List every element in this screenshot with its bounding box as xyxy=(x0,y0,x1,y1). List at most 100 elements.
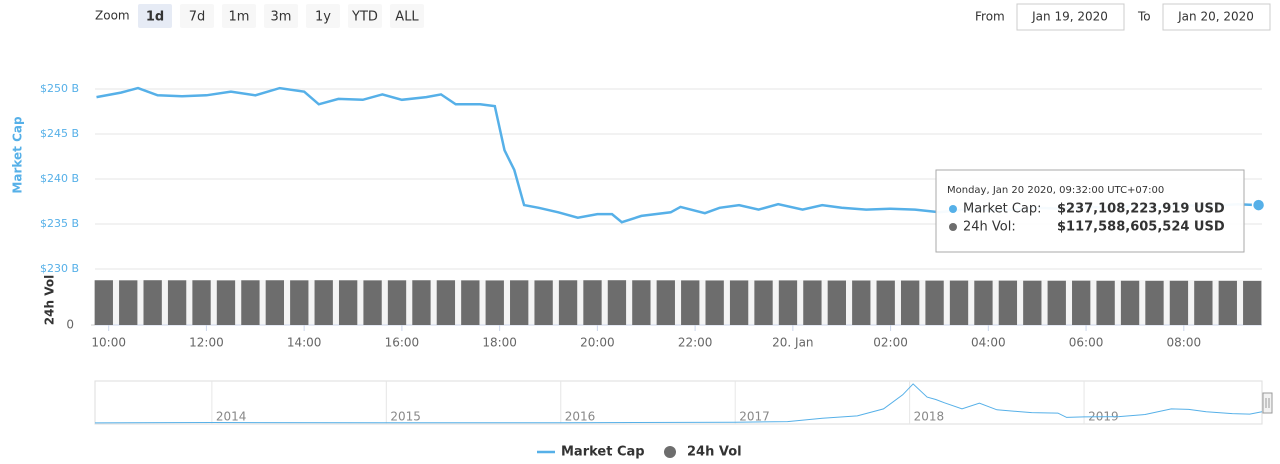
zoom-button-label[interactable]: 1m xyxy=(229,10,250,25)
volume-bar xyxy=(656,280,675,325)
y-tick-label: $230 B xyxy=(40,262,79,275)
volume-bar xyxy=(998,280,1018,325)
zoom-button[interactable] xyxy=(222,4,256,28)
volume-bar xyxy=(1169,280,1189,325)
y-tick-label: $250 B xyxy=(40,82,79,95)
to-value[interactable]: Jan 20, 2020 xyxy=(1177,10,1254,24)
legend-label[interactable]: Market Cap xyxy=(561,445,645,460)
zoom-button-label[interactable]: 3m xyxy=(271,10,292,25)
x-tick-label: 20:00 xyxy=(580,336,615,350)
y-tick-label: $235 B xyxy=(40,217,79,230)
x-tick-label: 04:00 xyxy=(971,336,1006,350)
tooltip-item-value: $117,588,605,524 USD xyxy=(1057,220,1225,235)
volume-bar xyxy=(778,280,798,325)
volume-bar xyxy=(290,280,309,325)
y-tick-label: $245 B xyxy=(40,127,79,140)
volume-bar xyxy=(827,280,846,325)
volume-bar xyxy=(119,280,138,325)
zoom-button[interactable] xyxy=(390,4,424,28)
volume-bar xyxy=(1145,280,1164,325)
volume-bar xyxy=(436,280,456,325)
volume-bar xyxy=(1243,280,1262,325)
navigator-tick-label: 2018 xyxy=(914,410,945,424)
volume-bar xyxy=(1023,280,1042,325)
from-input[interactable] xyxy=(1016,3,1125,31)
x-tick-label: 10:00 xyxy=(91,336,126,350)
volume-bar xyxy=(412,280,431,325)
volume-bar xyxy=(241,280,260,325)
volume-bar xyxy=(925,280,944,325)
volume-bar xyxy=(485,280,504,325)
volume-bar xyxy=(949,280,969,325)
zoom-button-label[interactable]: YTD xyxy=(351,10,378,25)
legend-label[interactable]: 24h Vol xyxy=(687,445,742,460)
zoom-button-label[interactable]: 1y xyxy=(315,10,331,25)
x-tick-label: 12:00 xyxy=(189,336,224,350)
y2-tick-label: 0 xyxy=(66,318,74,332)
zoom-button-label[interactable]: ALL xyxy=(395,10,419,25)
x-tick-label: 14:00 xyxy=(287,336,322,350)
volume-bar xyxy=(632,280,651,325)
x-tick-label: 08:00 xyxy=(1167,336,1202,350)
volume-bar xyxy=(754,280,773,325)
volume-pane xyxy=(95,280,1262,325)
navigator-line xyxy=(94,383,1263,424)
y2-axis-title: 24h Vol xyxy=(43,275,57,325)
volume-bar xyxy=(94,280,113,325)
volume-bar xyxy=(705,280,724,325)
x-tick-label: 18:00 xyxy=(482,336,517,350)
volume-bar xyxy=(216,280,236,325)
tooltip-box xyxy=(935,169,1245,253)
zoom-button[interactable] xyxy=(180,4,214,28)
volume-bar xyxy=(167,280,187,325)
toolbar: Zoom From Jan 19, 2020 To Jan 20, 2020 xyxy=(95,3,1271,31)
volume-bar xyxy=(461,280,480,325)
volume-bar xyxy=(265,280,285,325)
volume-bar xyxy=(1096,280,1115,325)
volume-bar xyxy=(363,280,382,325)
x-tick-label: 06:00 xyxy=(1069,336,1104,350)
zoom-button-label[interactable]: 7d xyxy=(189,10,206,25)
x-tick-label: 22:00 xyxy=(678,336,713,350)
hover-point xyxy=(1251,198,1266,212)
to-label: To xyxy=(1137,10,1151,24)
navigator-frame xyxy=(94,380,1263,425)
volume-bar xyxy=(1218,280,1237,325)
zoom-button[interactable] xyxy=(138,4,172,28)
tooltip-marker xyxy=(949,205,957,213)
navigator-handle[interactable] xyxy=(1262,392,1273,414)
zoom-button[interactable] xyxy=(348,4,382,28)
volume-bar xyxy=(1072,280,1091,325)
volume-bar xyxy=(558,280,578,325)
volume-bar xyxy=(803,280,822,325)
from-value[interactable]: Jan 19, 2020 xyxy=(1031,10,1108,24)
volume-bar xyxy=(583,280,602,325)
volume-bar xyxy=(1120,280,1140,325)
zoom-button[interactable] xyxy=(306,4,340,28)
volume-bar xyxy=(387,280,407,325)
legend-symbol[interactable] xyxy=(664,446,676,458)
volume-bar xyxy=(900,280,920,325)
volume-bar xyxy=(338,280,358,325)
tooltip-item-label: 24h Vol: xyxy=(963,220,1016,235)
volume-bar xyxy=(510,280,529,325)
volume-bar xyxy=(974,280,993,325)
volume-bar xyxy=(876,280,895,325)
zoom-button[interactable] xyxy=(264,4,298,28)
zoom-button-label[interactable]: 1d xyxy=(146,10,164,25)
tooltip-marker xyxy=(949,223,957,231)
navigator-tick-label: 2016 xyxy=(565,410,596,424)
volume-bar xyxy=(143,280,162,325)
y-tick-label: $240 B xyxy=(40,172,79,185)
navigator-tick-label: 2017 xyxy=(739,410,770,424)
to-input[interactable] xyxy=(1162,3,1271,31)
tooltip: Monday, Jan 20 2020, 09:32:00 UTC+07:00 M… xyxy=(935,169,1245,253)
volume-bar xyxy=(534,280,553,325)
volume-bar xyxy=(852,280,871,325)
y-axis-title: Market Cap xyxy=(11,116,25,194)
x-tick-label: 02:00 xyxy=(873,336,908,350)
volume-bar xyxy=(681,280,700,325)
x-tick-label: 16:00 xyxy=(385,336,420,350)
navigator-tick-label: 2014 xyxy=(216,410,247,424)
